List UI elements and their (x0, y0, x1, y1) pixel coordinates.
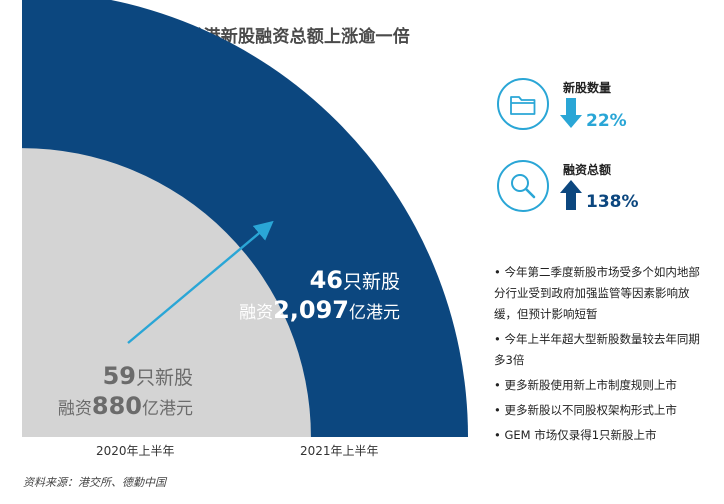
up-arrow-icon (560, 180, 582, 210)
stat-2020: 59只新股 融资880亿港元 (58, 362, 193, 420)
growth-arrow (127, 220, 274, 344)
funds-prefix-2020: 融资 (57, 399, 92, 419)
source-note: 资料来源：港交所、德勤中国 (23, 476, 166, 489)
funds-value-2021: 2,097 (273, 296, 349, 324)
stat-2021: 46只新股 融资2,097亿港元 (239, 266, 400, 324)
category-label-2021: 2021年上半年 (300, 444, 379, 458)
note-item: • 今年上半年超大型新股数量较去年同期多3倍 (494, 332, 700, 367)
ipo-count-2021: 46 (309, 266, 343, 294)
funds-unit-2020: 亿港元 (142, 399, 193, 419)
notes-list: • 今年第二季度新股市场受多个如内地部分行业受到政府加强监管等因素影响放缓，但预… (494, 262, 702, 450)
funds-prefix-2021: 融资 (239, 303, 274, 323)
note-item: • 更多新股使用新上市制度规则上市 (494, 378, 677, 392)
metric-label-funds: 融资总额 (563, 163, 612, 177)
note-item: • 更多新股以不同股权架构形式上市 (494, 403, 677, 417)
funds-value-2020: 880 (91, 392, 142, 420)
metric-value-ipo-count: 22% (586, 111, 627, 131)
ipo-unit-2021: 只新股 (342, 271, 400, 293)
magnifier-icon (497, 160, 549, 212)
metric-label-ipo-count: 新股数量 (563, 81, 612, 95)
folder-icon (497, 78, 549, 130)
funds-unit-2021: 亿港元 (349, 303, 400, 323)
sector-2020 (22, 148, 311, 437)
metric-value-funds: 138% (586, 192, 639, 212)
note-item: • 今年第二季度新股市场受多个如内地部分行业受到政府加强监管等因素影响放缓，但预… (494, 265, 700, 321)
note-item: • GEM 市场仅录得1只新股上市 (494, 428, 657, 442)
ipo-count-2020: 59 (102, 362, 136, 390)
ipo-unit-2020: 只新股 (135, 367, 193, 389)
category-label-2020: 2020年上半年 (96, 444, 175, 458)
down-arrow-icon (560, 98, 582, 128)
